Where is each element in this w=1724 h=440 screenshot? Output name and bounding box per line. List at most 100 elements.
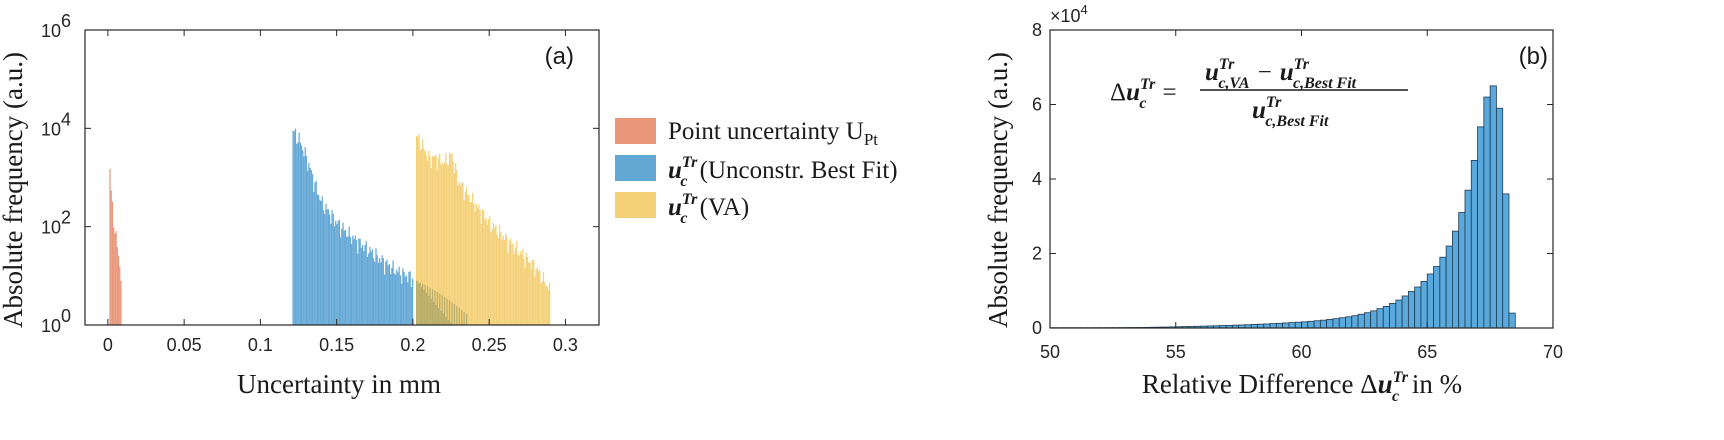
histogram-bar-best_fit	[410, 287, 413, 325]
histogram-bar-va	[468, 194, 470, 325]
histogram-bar-best_fit	[304, 147, 306, 325]
histogram-bar-best_fit	[353, 239, 355, 325]
panel-b-x-title-sup: Tr	[1393, 369, 1409, 386]
histogram-bar-overlap	[456, 305, 458, 325]
histogram-bar-va	[456, 169, 458, 325]
panel-b-y-multiplier-exp: 4	[1081, 2, 1088, 17]
panel-b-bars	[1049, 85, 1516, 329]
histogram-bar-best_fit	[397, 272, 399, 325]
histogram-bar-va	[506, 236, 508, 325]
histogram-bar-va	[548, 282, 551, 325]
histogram-bar-best_fit	[346, 236, 348, 325]
panel-a-y-axis-title: Absolute frequency (a.u.)	[0, 52, 28, 328]
histogram-bar-best_fit	[315, 180, 317, 325]
y-tick-label: 2	[1032, 244, 1042, 264]
formula-den-sup: Tr	[1266, 94, 1282, 111]
histogram-bar-va	[469, 202, 471, 325]
panel-b-x-title-sub: c	[1392, 388, 1399, 405]
histogram-bar-va	[489, 215, 491, 325]
histogram-bar-point	[110, 190, 112, 325]
histogram-bar-best_fit	[302, 150, 304, 325]
histogram-bar-va	[541, 281, 543, 325]
histogram-bar-best_fit	[403, 271, 405, 325]
histogram-bar-overlap	[451, 302, 453, 325]
histogram-bar-best_fit	[340, 237, 342, 325]
histogram-bar-best_fit	[393, 273, 395, 325]
panel-a-axes-box	[84, 29, 600, 326]
histogram-bar-best_fit	[331, 210, 333, 325]
histogram-bar-va	[535, 269, 537, 325]
histogram-bar-va	[474, 211, 476, 325]
histogram-bar-b	[1307, 320, 1315, 329]
histogram-bar-overlap	[458, 307, 460, 325]
histogram-bar-best_fit	[379, 258, 381, 325]
histogram-bar-best_fit	[316, 194, 319, 325]
histogram-bar-best_fit	[309, 167, 311, 325]
histogram-bar-best_fit	[292, 130, 294, 325]
histogram-bar-va	[492, 222, 495, 325]
histogram-bar-va	[496, 234, 498, 325]
formula-delta: Δ	[1110, 79, 1126, 106]
histogram-bar-b	[1363, 312, 1372, 329]
histogram-bar-va	[497, 238, 499, 325]
panel-a-label: (a)	[545, 43, 574, 70]
histogram-bar-va	[503, 240, 506, 325]
histogram-bar-b	[1282, 322, 1290, 329]
histogram-bar-best_fit	[344, 229, 347, 325]
histogram-bar-b	[1407, 291, 1416, 329]
histogram-bar-va	[441, 162, 443, 325]
histogram-bar-best_fit	[376, 255, 378, 325]
histogram-bar-va	[545, 286, 547, 325]
histogram-bar-overlap	[428, 295, 430, 325]
histogram-bar-best_fit	[327, 209, 330, 325]
histogram-bar-overlap	[437, 307, 440, 325]
histogram-bar-best_fit	[350, 244, 353, 325]
histogram-bar-va	[487, 219, 490, 325]
y-tick-exponent: 4	[61, 109, 71, 129]
histogram-bar-best_fit	[318, 194, 320, 325]
histogram-bar-va	[435, 155, 437, 325]
histogram-bar-best_fit	[338, 219, 341, 325]
histogram-bar-va	[450, 154, 452, 325]
histogram-bar-best_fit	[294, 128, 297, 325]
histogram-bar-va	[511, 244, 513, 325]
histogram-bar-va	[529, 261, 531, 325]
histogram-bar-best_fit	[405, 275, 408, 325]
histogram-bar-overlap	[463, 311, 465, 325]
histogram-bar-va	[464, 192, 467, 325]
histogram-bar-point	[113, 227, 115, 325]
histogram-bar-overlap	[417, 281, 419, 325]
histogram-bar-va	[442, 165, 445, 325]
histogram-bar-va	[453, 173, 456, 325]
histogram-bar-best_fit	[407, 282, 409, 325]
histogram-bar-va	[447, 165, 449, 325]
x-tick-label: 65	[1417, 342, 1437, 362]
histogram-bar-va	[444, 162, 446, 325]
histogram-bar-va	[472, 192, 474, 325]
histogram-bar-best_fit	[329, 214, 331, 325]
histogram-bar-best_fit	[336, 224, 338, 325]
legend-swatch-best-fit	[615, 155, 656, 181]
histogram-bar-b	[1458, 212, 1466, 329]
histogram-bar-best_fit	[387, 265, 389, 325]
histogram-bar-best_fit	[364, 245, 366, 325]
histogram-bar-best_fit	[375, 248, 377, 325]
panel-b-label: (b)	[1519, 43, 1548, 70]
histogram-bar-best_fit	[354, 235, 356, 325]
formula-u: u	[1126, 79, 1140, 106]
histogram-bar-va	[479, 209, 481, 325]
histogram-bar-va	[423, 148, 425, 325]
histogram-bar-overlap	[445, 316, 447, 325]
panel-b-x-title-prefix: Relative Difference Δ	[1142, 369, 1378, 399]
histogram-bar-best_fit	[358, 238, 360, 325]
histogram-bar-best_fit	[360, 247, 362, 325]
panel-b-formula: ΔuTr c = uTr c,VA − uTr c,Best Fit uTr c,Best F…	[1110, 56, 1408, 130]
histogram-bar-b	[1496, 107, 1504, 329]
panel-b-y-multiplier-base: ×10	[1050, 6, 1081, 26]
formula-eq: =	[1163, 79, 1177, 106]
histogram-bar-best_fit	[293, 131, 295, 325]
histogram-bar-va	[473, 203, 475, 325]
y-tick-exponent: 2	[61, 208, 71, 228]
legend-label-va: uTr c (VA)	[668, 191, 749, 227]
histogram-bar-best_fit	[357, 253, 359, 325]
